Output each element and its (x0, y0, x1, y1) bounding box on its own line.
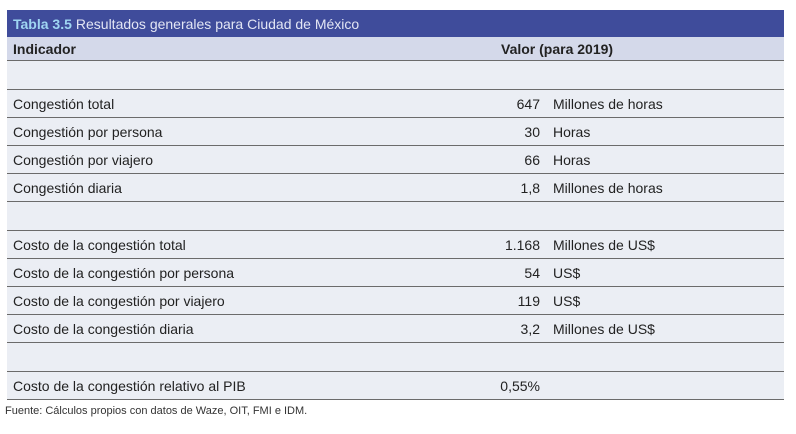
row-label: Congestión total (13, 95, 115, 112)
row-unit: US$ (553, 292, 581, 309)
spacer-row (7, 61, 784, 90)
row-value: 1.168 (504, 236, 540, 253)
row-label: Costo de la congestión total (13, 236, 186, 253)
row-value: 0,55% (500, 377, 540, 394)
table-header: Indicador Valor (para 2019) (7, 37, 784, 61)
table-row: Costo de la congestión por persona 54 US… (7, 259, 784, 287)
source-note: Fuente: Cálculos propios con datos de Wa… (5, 405, 308, 417)
table-row: Costo de la congestión total 1.168 Millo… (7, 231, 784, 259)
spacer-row (7, 343, 784, 372)
table-row: Congestión por persona 30 Horas (7, 118, 784, 146)
table-row: Congestión diaria 1,8 Millones de horas (7, 174, 784, 202)
row-unit: Horas (553, 123, 591, 140)
row-value: 647 (516, 95, 540, 112)
row-unit: Millones de US$ (553, 236, 655, 253)
row-value: 54 (524, 264, 540, 281)
results-table: Tabla 3.5 Resultados generales para Ciud… (7, 10, 784, 400)
row-label: Congestión diaria (13, 179, 122, 196)
row-label: Costo de la congestión por viajero (13, 292, 225, 309)
table-row: Costo de la congestión relativo al PIB 0… (7, 372, 784, 400)
header-indicator: Indicador (13, 40, 77, 57)
table-number: Tabla 3.5 (13, 15, 72, 32)
row-value: 66 (524, 151, 540, 168)
row-label: Costo de la congestión diaria (13, 320, 194, 337)
table-title-bar: Tabla 3.5 Resultados generales para Ciud… (7, 10, 784, 37)
table-row: Congestión total 647 Millones de horas (7, 90, 784, 118)
row-value: 119 (517, 292, 540, 309)
table-row: Congestión por viajero 66 Horas (7, 146, 784, 174)
spacer-row (7, 202, 784, 231)
row-value: 3,2 (520, 320, 540, 337)
row-value: 30 (524, 123, 540, 140)
header-value: Valor (para 2019) (501, 40, 614, 57)
table-title: Resultados generales para Ciudad de Méxi… (75, 15, 360, 32)
row-label: Congestión por viajero (13, 151, 154, 168)
row-value: 1,8 (520, 179, 540, 196)
row-unit: US$ (553, 264, 581, 281)
row-label: Costo de la congestión relativo al PIB (13, 377, 246, 394)
table-row: Costo de la congestión por viajero 119 U… (7, 287, 784, 315)
row-unit: Horas (553, 151, 591, 168)
row-unit: Millones de horas (553, 95, 663, 112)
row-label: Congestión por persona (13, 123, 163, 140)
row-unit: Millones de US$ (553, 320, 655, 337)
row-unit: Millones de horas (553, 179, 663, 196)
row-label: Costo de la congestión por persona (13, 264, 235, 281)
table-row: Costo de la congestión diaria 3,2 Millon… (7, 315, 784, 343)
